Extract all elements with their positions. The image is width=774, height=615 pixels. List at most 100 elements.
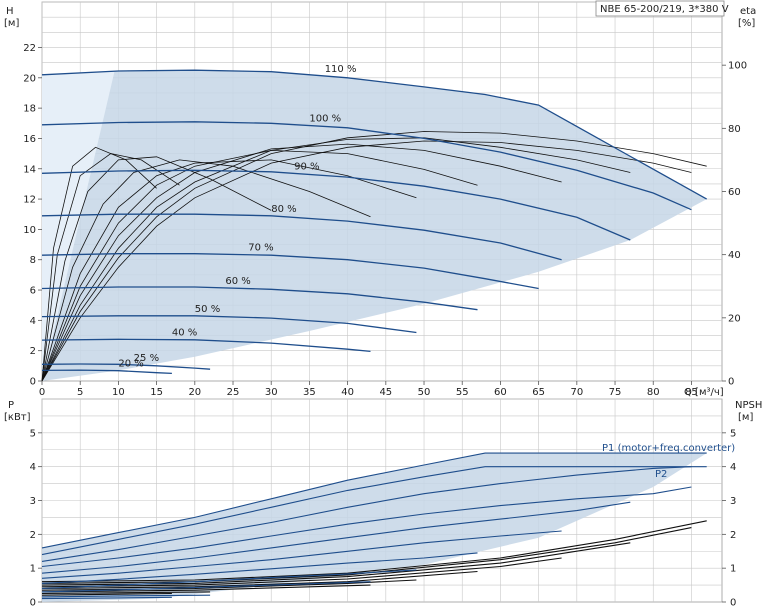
head-curve-label: 100 % [309,114,341,125]
p1-legend-label: P1 (motor+freq.converter) [602,443,735,454]
x-tick-label: 75 [609,387,622,398]
power-curve [41,581,371,593]
npsh-curve [41,591,211,595]
head-tick-label: 8 [30,255,36,266]
npsh-curve [41,557,562,588]
power-tick-label: 1 [30,564,36,575]
x-tick-label: 65 [532,387,545,398]
head-curve-label: 50 % [195,304,220,315]
eta-axis-symbol: eta [740,6,756,17]
head-curve [41,363,211,370]
head-curve [41,121,692,211]
x-tick-label: 60 [494,387,507,398]
power-axis-unit: [кВт] [4,412,31,423]
power-curve [41,452,707,549]
power-tick-label: 3 [30,496,36,507]
head-curve-label: 110 % [325,64,357,75]
npsh-curve [41,570,478,590]
head-tick-label: 2 [30,346,36,357]
chart-title: NBE 65-200/219, 3*380 V [600,4,729,15]
eta-axis-unit: [%] [738,18,755,29]
p2-legend-label: P2 [655,469,667,480]
efficiency-curve [41,153,180,382]
x-tick-label: 25 [227,387,240,398]
power-tick-label: 4 [30,462,36,473]
efficiency-curve [41,149,478,382]
power-tick-label: 0 [30,598,36,609]
eta-tick-label: 80 [728,124,741,135]
npsh-curve [41,527,692,584]
power-curve [41,569,417,590]
head-tick-label: 18 [23,104,36,115]
eta-tick-label: 40 [728,250,741,261]
npsh-tick-label: 0 [730,598,736,609]
npsh-curve [41,584,371,593]
eta-tick-label: 20 [728,313,741,324]
power-curve [41,596,172,600]
head-curve [41,213,562,261]
npsh-axis-unit: [м] [738,412,753,423]
x-tick-label: 5 [77,387,83,398]
efficiency-curve [41,131,707,382]
head-curve [41,169,631,241]
x-tick-label: 30 [265,387,278,398]
head-tick-label: 4 [30,316,36,327]
eta-tick-label: 0 [728,377,734,388]
flow-axis-title: Q [м³/ч] [684,387,724,398]
power-npsh-panel: 0 0 1 1 2 2 3 3 4 4 5 5 [30,398,736,609]
efficiency-curve [41,146,157,382]
x-tick-label: 40 [341,387,354,398]
efficiency-curve [41,156,272,382]
head-curve-label: 40 % [172,328,197,339]
head-curve-label: 70 % [248,243,273,254]
power-curve [41,530,562,579]
power-curve [41,486,692,568]
x-tick-label: 80 [647,387,660,398]
head-efficiency-panel: 110 %100 %90 %80 %70 %60 %50 %40 %25 %20… [23,1,747,398]
head-curve-label: 90 % [294,161,319,172]
x-tick-label: 85 [685,387,698,398]
npsh-tick-label: 3 [730,496,736,507]
x-tick-label: 35 [303,387,316,398]
head-curve [41,315,417,334]
npsh-curve [41,592,172,596]
power-axis-symbol: P [8,400,14,411]
head-curve-label: 20 % [118,359,143,370]
npsh-tick-label: 2 [730,530,736,541]
npsh-tick-label: 5 [730,428,736,439]
head-tick-label: 20 [23,73,36,84]
head-tick-label: 10 [23,225,36,236]
operating-area [42,70,707,381]
npsh-curve [41,520,707,583]
power-curve [41,466,692,562]
head-curve [41,338,371,353]
head-axis-symbol: H [6,6,14,17]
head-tick-label: 0 [30,377,36,388]
power-curve [41,501,631,574]
low-flow-area [42,71,115,381]
x-tick-label: 0 [39,387,45,398]
x-tick-label: 15 [150,387,163,398]
power-tick-label: 2 [30,530,36,541]
head-curve-label: 25 % [134,353,159,364]
efficiency-curve [41,140,692,382]
head-curve [41,253,539,290]
power-curve [41,594,211,598]
npsh-tick-label: 4 [730,462,736,473]
eta-tick-label: 60 [728,187,741,198]
efficiency-curve [41,143,562,382]
eta-tick-label: 100 [728,61,747,72]
x-tick-label: 10 [112,387,125,398]
x-tick-label: 45 [379,387,392,398]
npsh-tick-label: 1 [730,564,736,575]
power-tick-label: 5 [30,428,36,439]
head-curve [41,286,478,311]
head-tick-label: 16 [23,134,36,145]
head-tick-label: 12 [23,195,36,206]
head-curve-label: 60 % [225,276,250,287]
power-curve [41,552,478,584]
head-tick-label: 14 [23,164,36,175]
x-tick-label: 20 [188,387,201,398]
x-tick-label: 70 [570,387,583,398]
